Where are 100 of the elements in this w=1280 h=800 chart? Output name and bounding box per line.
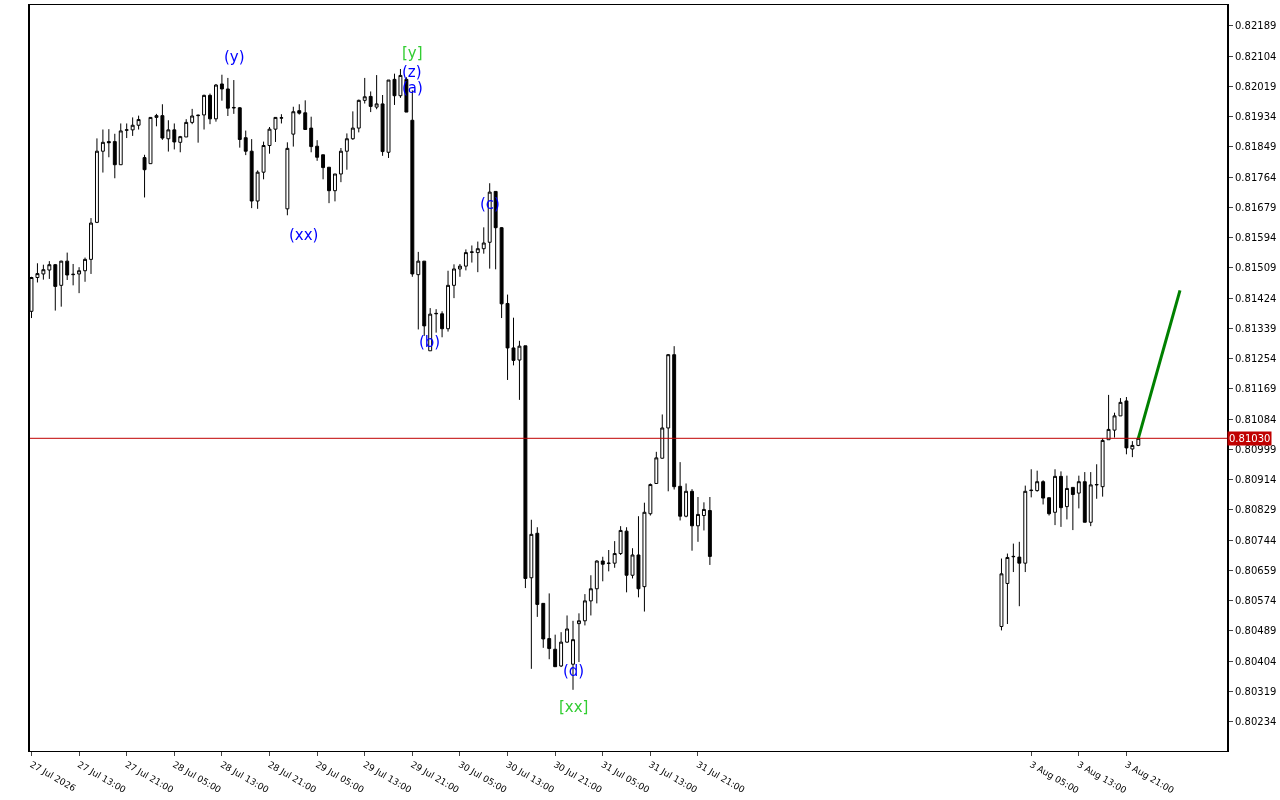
candlestick [684, 482, 689, 518]
candlestick [315, 139, 320, 162]
y-tick-label: 0.81339 [1235, 322, 1277, 334]
candlestick [446, 270, 450, 333]
candlestick [350, 110, 355, 141]
candlestick [481, 226, 486, 255]
candlestick [606, 549, 611, 572]
candlestick [469, 244, 474, 264]
y-tick-label: 0.81764 [1235, 171, 1277, 183]
y-tick-label: 0.81934 [1235, 111, 1277, 123]
annotation: (z) [402, 63, 422, 81]
candlestick [124, 122, 129, 139]
y-tick-label: 0.80319 [1235, 685, 1277, 697]
candlestick [600, 556, 605, 582]
y-tick-label: 0.80829 [1235, 504, 1277, 516]
candlestick [577, 612, 581, 663]
y-tick-label: 0.82104 [1235, 50, 1277, 62]
y-tick-label: 0.81509 [1235, 262, 1277, 274]
candlestick [1076, 475, 1081, 509]
candlestick [553, 634, 558, 668]
candlestick [1100, 437, 1105, 498]
candlestick [219, 74, 224, 102]
candlestick [434, 308, 439, 334]
y-tick-label: 0.80659 [1235, 564, 1277, 576]
candlestick [190, 108, 195, 125]
candlestick [666, 353, 671, 492]
candlestick [208, 93, 212, 125]
y-tick-label: 0.80404 [1235, 655, 1277, 667]
candlestick [303, 99, 308, 131]
candlestick [463, 248, 468, 271]
candlestick [184, 118, 189, 138]
candlestick [327, 166, 331, 204]
y-tick-label: 0.82019 [1235, 80, 1277, 92]
annotation: (xx) [289, 226, 319, 244]
candlestick [475, 241, 480, 273]
y-tick-label: 0.80489 [1235, 625, 1277, 637]
candlestick [225, 77, 230, 117]
candlestick [1082, 471, 1087, 523]
y-tick-label: 0.81084 [1235, 413, 1277, 425]
y-tick-label: 0.80234 [1235, 715, 1277, 727]
annotation: (d) [563, 662, 585, 680]
y-tick-label: 0.81424 [1235, 292, 1277, 304]
candlestick [172, 122, 177, 150]
candlestick [100, 129, 105, 174]
candlestick [118, 122, 123, 166]
candlestick [1017, 541, 1022, 607]
candlestick [71, 263, 76, 286]
candlestick [541, 602, 546, 649]
ref-line-label: 0.81030 [1229, 433, 1271, 444]
candlestick [291, 106, 296, 148]
candlestick [338, 147, 343, 183]
candlestick [65, 252, 70, 281]
candlestick [77, 266, 82, 294]
y-tick-label: 0.80744 [1235, 534, 1277, 546]
candlestick [594, 559, 599, 604]
y-tick-label: 0.81849 [1235, 141, 1277, 153]
candlestick [696, 496, 700, 543]
y-tick-label: 0.81594 [1235, 232, 1277, 244]
y-tick-label: 0.81679 [1235, 201, 1277, 213]
candlestick [356, 99, 361, 133]
candlestick [89, 217, 93, 275]
candlestick [690, 488, 694, 552]
candlestick [707, 496, 712, 566]
candlestick [53, 263, 58, 312]
candlestick [535, 526, 540, 618]
annotation: (y) [224, 48, 245, 66]
y-tick-label: 0.81169 [1235, 383, 1277, 395]
candlestick [452, 263, 456, 299]
candlestick [660, 413, 665, 460]
y-tick-label: 0.80999 [1235, 443, 1277, 455]
candlestick [178, 135, 183, 153]
y-tick-label: 0.80914 [1235, 474, 1277, 486]
candlestick [297, 103, 302, 116]
candlestick [309, 116, 314, 153]
candlestick [196, 114, 201, 144]
candlestick [1023, 485, 1028, 573]
candlestick [654, 451, 659, 484]
annotation: [xx] [559, 698, 589, 716]
candlestick [285, 141, 290, 216]
candlestick [368, 90, 373, 113]
candlestick [1094, 463, 1099, 500]
candlestick [1088, 471, 1093, 527]
candlestick [416, 251, 421, 330]
annotation: [y] [402, 44, 423, 62]
candlestick [344, 132, 349, 171]
candlestick [582, 593, 587, 626]
candlestick [701, 501, 706, 531]
candlestick [1029, 468, 1034, 498]
candlestick [612, 540, 617, 569]
candlestick [1059, 470, 1063, 528]
candlestick [59, 260, 64, 308]
candlestick [1041, 479, 1046, 505]
candlestick [1070, 486, 1075, 531]
candlestick [214, 83, 218, 123]
candlestick [1011, 543, 1016, 573]
candlestick [422, 260, 427, 337]
candlestick [678, 461, 683, 521]
candlestick [202, 94, 207, 131]
candlestick [362, 77, 367, 105]
candlestick [1064, 475, 1069, 520]
